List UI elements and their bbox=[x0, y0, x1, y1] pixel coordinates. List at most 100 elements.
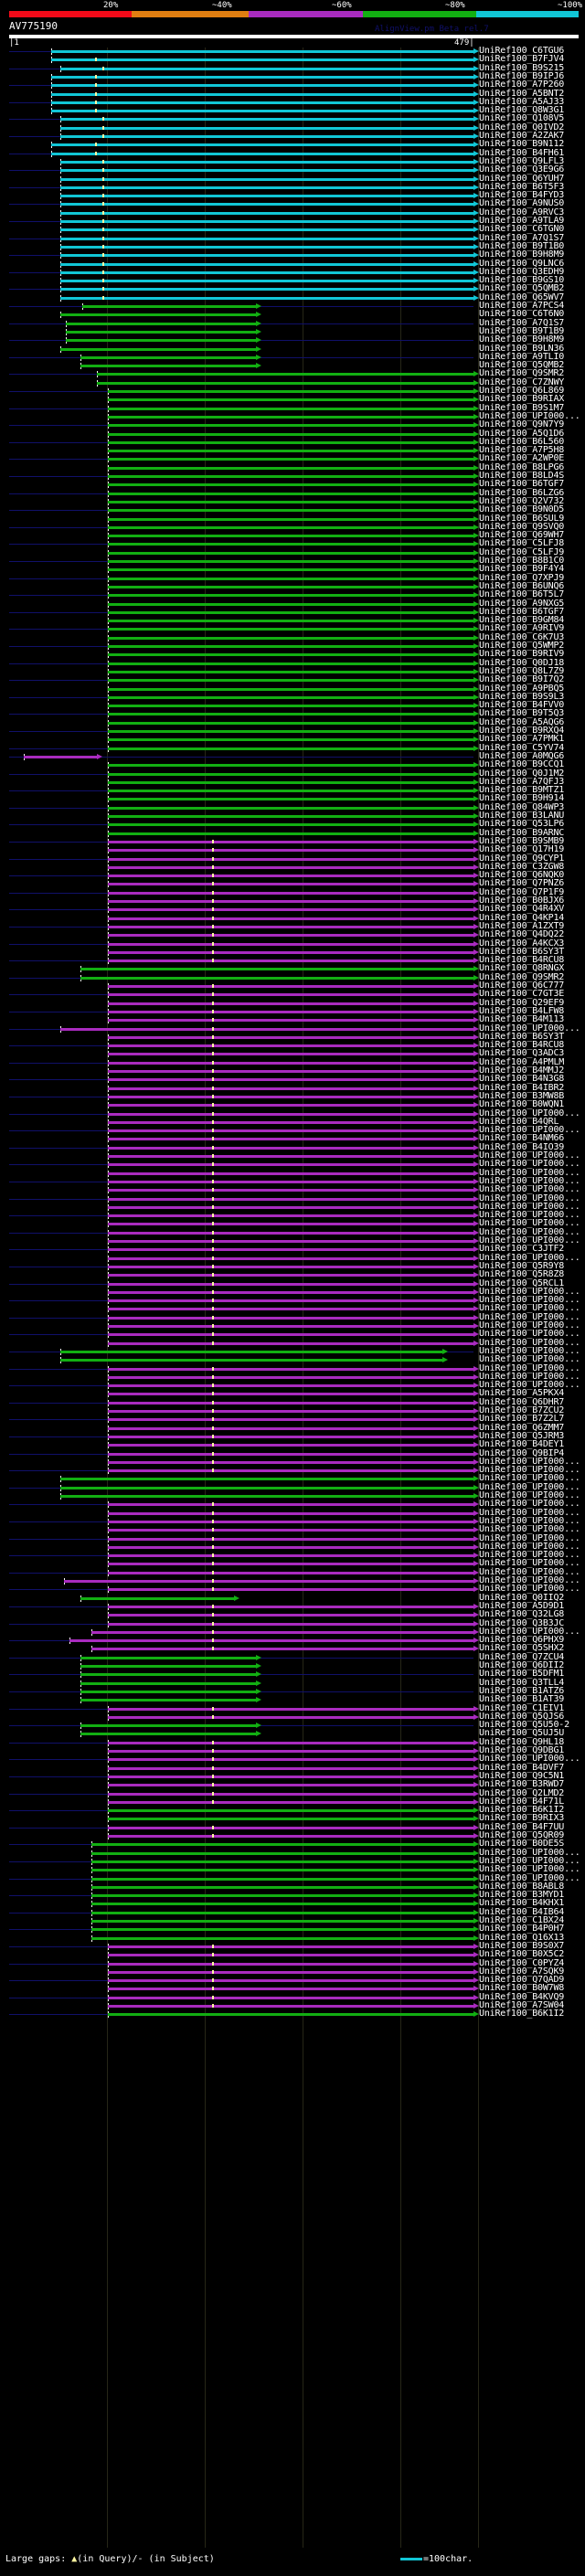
hit-label[interactable]: UniRef100_B4RCU8 bbox=[479, 955, 565, 966]
alignment-row[interactable]: UniRef100_Q5RCL1 bbox=[0, 1278, 585, 1288]
hsp-bar[interactable] bbox=[60, 296, 473, 300]
hit-label[interactable]: UniRef100_Q2V732 bbox=[479, 495, 565, 506]
alignment-row[interactable]: UniRef100_C6K7U3 bbox=[0, 632, 585, 642]
hit-label[interactable]: UniRef100_B4FVV0 bbox=[479, 700, 565, 711]
alignment-row[interactable]: UniRef100_UPI000... bbox=[0, 1576, 585, 1585]
hit-label[interactable]: UniRef100_Q84WP3 bbox=[479, 801, 565, 812]
hsp-bar[interactable] bbox=[108, 985, 473, 988]
hsp-bar[interactable] bbox=[108, 390, 473, 393]
hit-label[interactable]: UniRef100_Q6DII2 bbox=[479, 1660, 565, 1670]
hsp-bar[interactable] bbox=[60, 186, 473, 189]
hsp-bar[interactable] bbox=[60, 118, 473, 122]
hsp-bar[interactable] bbox=[108, 832, 473, 835]
hit-label[interactable]: UniRef100_B9H914 bbox=[479, 793, 565, 804]
hit-label[interactable]: UniRef100_Q0DJ18 bbox=[479, 657, 565, 668]
hsp-bar[interactable] bbox=[69, 1639, 473, 1643]
hit-label[interactable]: UniRef100_A9NUS0 bbox=[479, 198, 565, 209]
hit-label[interactable]: UniRef100_UPI000... bbox=[479, 1456, 580, 1467]
alignment-row[interactable]: UniRef100_Q6C777 bbox=[0, 981, 585, 991]
hsp-bar[interactable] bbox=[108, 1835, 473, 1838]
hsp-bar[interactable] bbox=[108, 1044, 473, 1048]
hit-label[interactable]: UniRef100_Q5R8Z8 bbox=[479, 1269, 565, 1280]
alignment-row[interactable]: UniRef100_B9H8M9 bbox=[0, 334, 585, 345]
alignment-row[interactable]: UniRef100_UPI000... bbox=[0, 1330, 585, 1339]
alignment-row[interactable]: UniRef100_UPI000... bbox=[0, 1219, 585, 1228]
hsp-bar[interactable] bbox=[60, 347, 256, 351]
alignment-row[interactable]: UniRef100_UPI000... bbox=[0, 1202, 585, 1212]
hsp-bar[interactable] bbox=[51, 50, 473, 53]
alignment-row[interactable]: UniRef100_B9SMB9 bbox=[0, 836, 585, 846]
hit-label[interactable]: UniRef100_B9H8M9 bbox=[479, 334, 565, 345]
hit-label[interactable]: UniRef100_B4QRL bbox=[479, 1116, 559, 1127]
alignment-row[interactable]: UniRef100_C5YV74 bbox=[0, 743, 585, 753]
hit-label[interactable]: UniRef100_A7Q1S7 bbox=[479, 317, 565, 328]
hsp-bar[interactable] bbox=[108, 432, 473, 436]
hsp-bar[interactable] bbox=[108, 1809, 473, 1813]
hsp-bar[interactable] bbox=[80, 1724, 256, 1728]
hit-label[interactable]: UniRef100_B0X5C2 bbox=[479, 1949, 565, 1960]
hit-label[interactable]: UniRef100_B9S0X7 bbox=[479, 1940, 565, 1951]
hsp-bar[interactable] bbox=[108, 1588, 473, 1592]
hit-label[interactable]: UniRef100_B6L560 bbox=[479, 436, 565, 447]
hsp-bar[interactable] bbox=[108, 1452, 473, 1456]
hit-label[interactable]: UniRef100_B4LFW8 bbox=[479, 1005, 565, 1016]
hit-label[interactable]: UniRef100_UPI000... bbox=[479, 1023, 580, 1034]
hsp-bar[interactable] bbox=[108, 857, 473, 861]
alignment-row[interactable]: UniRef100_UPI000... bbox=[0, 1338, 585, 1348]
hsp-bar[interactable] bbox=[108, 875, 473, 878]
alignment-row[interactable]: UniRef100_Q5SHX2 bbox=[0, 1644, 585, 1653]
hit-label[interactable]: UniRef100_Q6YUH7 bbox=[479, 173, 565, 184]
hit-label[interactable]: UniRef100_UPI000... bbox=[479, 1481, 580, 1492]
alignment-row[interactable]: UniRef100_B4DVF7 bbox=[0, 1763, 585, 1773]
hit-label[interactable]: UniRef100_Q6L869 bbox=[479, 386, 565, 396]
alignment-row[interactable]: UniRef100_Q16X13 bbox=[0, 1933, 585, 1943]
hsp-bar[interactable] bbox=[97, 381, 473, 385]
alignment-row[interactable]: UniRef100_B9S215 bbox=[0, 63, 585, 73]
hsp-bar[interactable] bbox=[108, 1511, 473, 1515]
hsp-bar[interactable] bbox=[108, 1112, 473, 1116]
hsp-bar[interactable] bbox=[108, 1426, 473, 1430]
hsp-bar[interactable] bbox=[51, 143, 473, 147]
alignment-row[interactable]: UniRef100_B4F7UU bbox=[0, 1822, 585, 1832]
hit-label[interactable]: UniRef100_C1EIV1 bbox=[479, 1702, 565, 1713]
hit-label[interactable]: UniRef100_B4FH61 bbox=[479, 147, 565, 158]
alignment-row[interactable]: UniRef100_C1EIV1 bbox=[0, 1702, 585, 1713]
hsp-bar[interactable] bbox=[108, 1189, 473, 1193]
alignment-row[interactable]: UniRef100_B4P0H7 bbox=[0, 1924, 585, 1934]
alignment-row[interactable]: UniRef100_Q7PNZ6 bbox=[0, 879, 585, 888]
hit-label[interactable]: UniRef100_Q32LG8 bbox=[479, 1609, 565, 1620]
hit-label[interactable]: UniRef100_A7QFJ3 bbox=[479, 776, 565, 787]
alignment-row[interactable]: UniRef100_UPI000... bbox=[0, 1287, 585, 1297]
hit-label[interactable]: UniRef100_UPI000... bbox=[479, 1558, 580, 1569]
hit-label[interactable]: UniRef100_B3MYD1 bbox=[479, 1890, 565, 1901]
hsp-bar[interactable] bbox=[108, 398, 473, 402]
alignment-row[interactable]: UniRef100_Q53LP6 bbox=[0, 820, 585, 829]
hsp-bar[interactable] bbox=[108, 585, 473, 588]
alignment-row[interactable]: UniRef100_Q5UJ5U bbox=[0, 1729, 585, 1738]
hsp-bar[interactable] bbox=[108, 925, 473, 928]
hit-label[interactable]: UniRef100_Q8W3G1 bbox=[479, 105, 565, 116]
alignment-row[interactable]: UniRef100_B9RXQ4 bbox=[0, 726, 585, 736]
hsp-bar[interactable] bbox=[91, 1851, 473, 1855]
hsp-bar[interactable] bbox=[108, 942, 473, 946]
alignment-row[interactable]: UniRef100_A5D9D1 bbox=[0, 1601, 585, 1611]
hsp-bar[interactable] bbox=[108, 1818, 473, 1821]
alignment-row[interactable]: UniRef100_UPI000... bbox=[0, 1355, 585, 1364]
alignment-row[interactable]: UniRef100_UPI000... bbox=[0, 411, 585, 421]
hsp-bar[interactable] bbox=[64, 1580, 473, 1583]
alignment-row[interactable]: UniRef100_B9F4Y4 bbox=[0, 565, 585, 574]
hsp-bar[interactable] bbox=[66, 322, 256, 325]
hsp-bar[interactable] bbox=[108, 1469, 473, 1473]
alignment-row[interactable]: UniRef100_A9PBQ5 bbox=[0, 684, 585, 694]
hit-label[interactable]: UniRef100_B9N112 bbox=[479, 139, 565, 150]
alignment-row[interactable]: UniRef100_Q5U50-2 bbox=[0, 1721, 585, 1730]
alignment-row[interactable]: UniRef100_A7SQK9 bbox=[0, 1966, 585, 1977]
hit-label[interactable]: UniRef100_Q5QMB2 bbox=[479, 360, 565, 371]
alignment-row[interactable]: UniRef100_Q69WH7 bbox=[0, 531, 585, 540]
alignment-row[interactable]: UniRef100_Q0J1M2 bbox=[0, 769, 585, 779]
hsp-bar[interactable] bbox=[108, 934, 473, 938]
hsp-bar[interactable] bbox=[91, 1869, 473, 1872]
hsp-bar[interactable] bbox=[108, 1988, 473, 1991]
hit-label[interactable]: UniRef100_B6UNQ6 bbox=[479, 580, 565, 591]
hit-label[interactable]: UniRef100_B4RCU8 bbox=[479, 1040, 565, 1051]
